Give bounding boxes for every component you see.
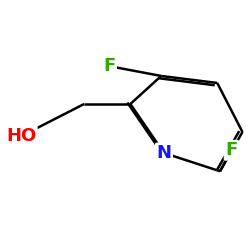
Text: N: N — [156, 144, 172, 162]
Text: F: F — [225, 141, 237, 159]
Text: HO: HO — [6, 127, 36, 145]
Text: F: F — [103, 57, 116, 75]
